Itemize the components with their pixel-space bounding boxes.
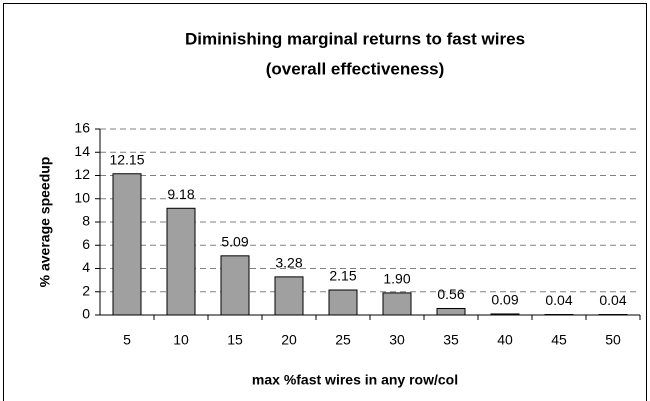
data-label: 9.18 xyxy=(167,186,194,202)
data-label: 12.15 xyxy=(109,151,144,167)
data-label: 0.04 xyxy=(599,292,626,308)
data-label: 1.90 xyxy=(383,271,410,287)
x-tick-label: 20 xyxy=(281,332,297,348)
y-tick-label: 16 xyxy=(74,120,90,136)
x-tick-label: 25 xyxy=(335,332,351,348)
bar xyxy=(112,173,142,316)
data-label: 3.28 xyxy=(275,255,302,271)
y-tick-label: 14 xyxy=(74,143,90,159)
data-label: 2.15 xyxy=(329,268,356,284)
y-tick-label: 2 xyxy=(82,282,90,298)
data-label: 0.09 xyxy=(491,292,518,308)
bar xyxy=(166,207,196,316)
y-tick-label: 6 xyxy=(82,236,90,252)
chart-frame xyxy=(3,3,647,401)
bar xyxy=(328,289,358,316)
y-axis-title: % average speedup xyxy=(37,157,53,288)
x-tick-label: 35 xyxy=(443,332,459,348)
chart-subtitle: (overall effectiveness) xyxy=(266,59,445,78)
y-tick-label: 0 xyxy=(82,306,90,322)
data-label: 5.09 xyxy=(221,234,248,250)
bar xyxy=(382,292,412,316)
bar xyxy=(220,255,250,316)
y-tick-label: 4 xyxy=(82,259,90,275)
x-tick-label: 15 xyxy=(227,332,243,348)
x-tick-label: 10 xyxy=(173,332,189,348)
y-tick-label: 12 xyxy=(74,166,90,182)
bar xyxy=(274,276,304,316)
data-label: 0.04 xyxy=(545,292,572,308)
y-tick-label: 8 xyxy=(82,213,90,229)
bar xyxy=(436,307,466,316)
chart-title: Diminishing marginal returns to fast wir… xyxy=(185,29,525,48)
y-tick-label: 10 xyxy=(74,189,90,205)
x-axis-title: max %fast wires in any row/col xyxy=(252,372,458,388)
bar xyxy=(490,313,520,316)
x-tick-label: 30 xyxy=(389,332,405,348)
x-tick-label: 50 xyxy=(605,332,621,348)
x-tick-label: 40 xyxy=(497,332,513,348)
x-tick-label: 5 xyxy=(123,332,131,348)
x-tick-label: 45 xyxy=(551,332,567,348)
data-label: 0.56 xyxy=(437,286,464,302)
